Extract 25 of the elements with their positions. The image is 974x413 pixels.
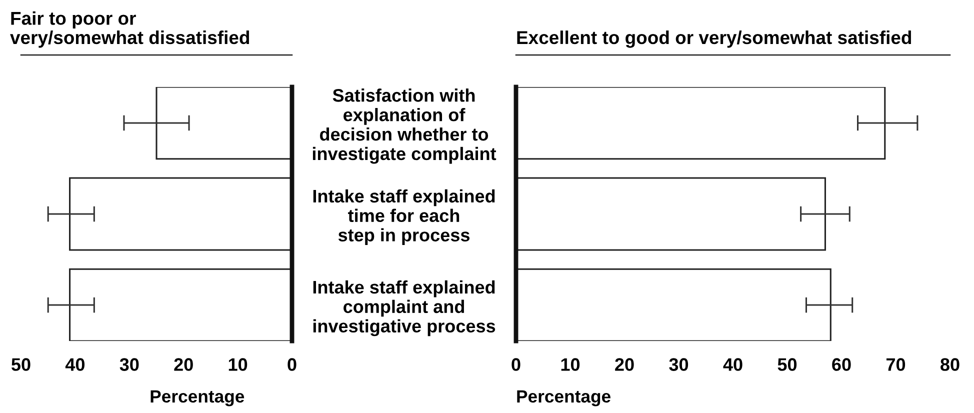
x-tick-label: 80 — [940, 358, 960, 371]
y-tick-label: Intake staff explained complaint and investigative process — [313, 280, 496, 336]
y-tick-label: Intake staff explained time for each step in process — [313, 189, 495, 246]
x-tick-label: 50 — [778, 358, 797, 371]
x-axis-title: Percentage — [517, 390, 610, 406]
x-tick-label: 40 — [723, 358, 742, 371]
y-tick-label: Satisfaction with explanation of decision whether to investigate complaint — [312, 88, 496, 164]
chart-title: Fair to poor or very/somewhat dissatisfied — [10, 11, 250, 48]
chart-title: Excellent to good or very/somewhat satisfied — [517, 30, 912, 48]
x-tick-label: 20 — [174, 358, 193, 371]
x-tick-label: 70 — [886, 358, 906, 371]
x-tick-label: 0 — [288, 358, 296, 371]
x-tick-label: 30 — [669, 358, 688, 371]
x-tick-label: 30 — [120, 358, 139, 371]
x-tick-label: 20 — [615, 358, 634, 371]
bar — [516, 87, 886, 160]
x-tick-label: 0 — [512, 358, 520, 371]
x-axis-title: Percentage — [150, 390, 244, 406]
x-tick-label: 50 — [12, 358, 30, 371]
bar — [516, 268, 832, 341]
x-tick-label: 60 — [832, 358, 851, 371]
x-tick-label: 10 — [561, 358, 580, 371]
bar — [516, 177, 826, 251]
x-tick-label: 40 — [65, 358, 84, 371]
x-tick-label: 10 — [228, 358, 248, 371]
